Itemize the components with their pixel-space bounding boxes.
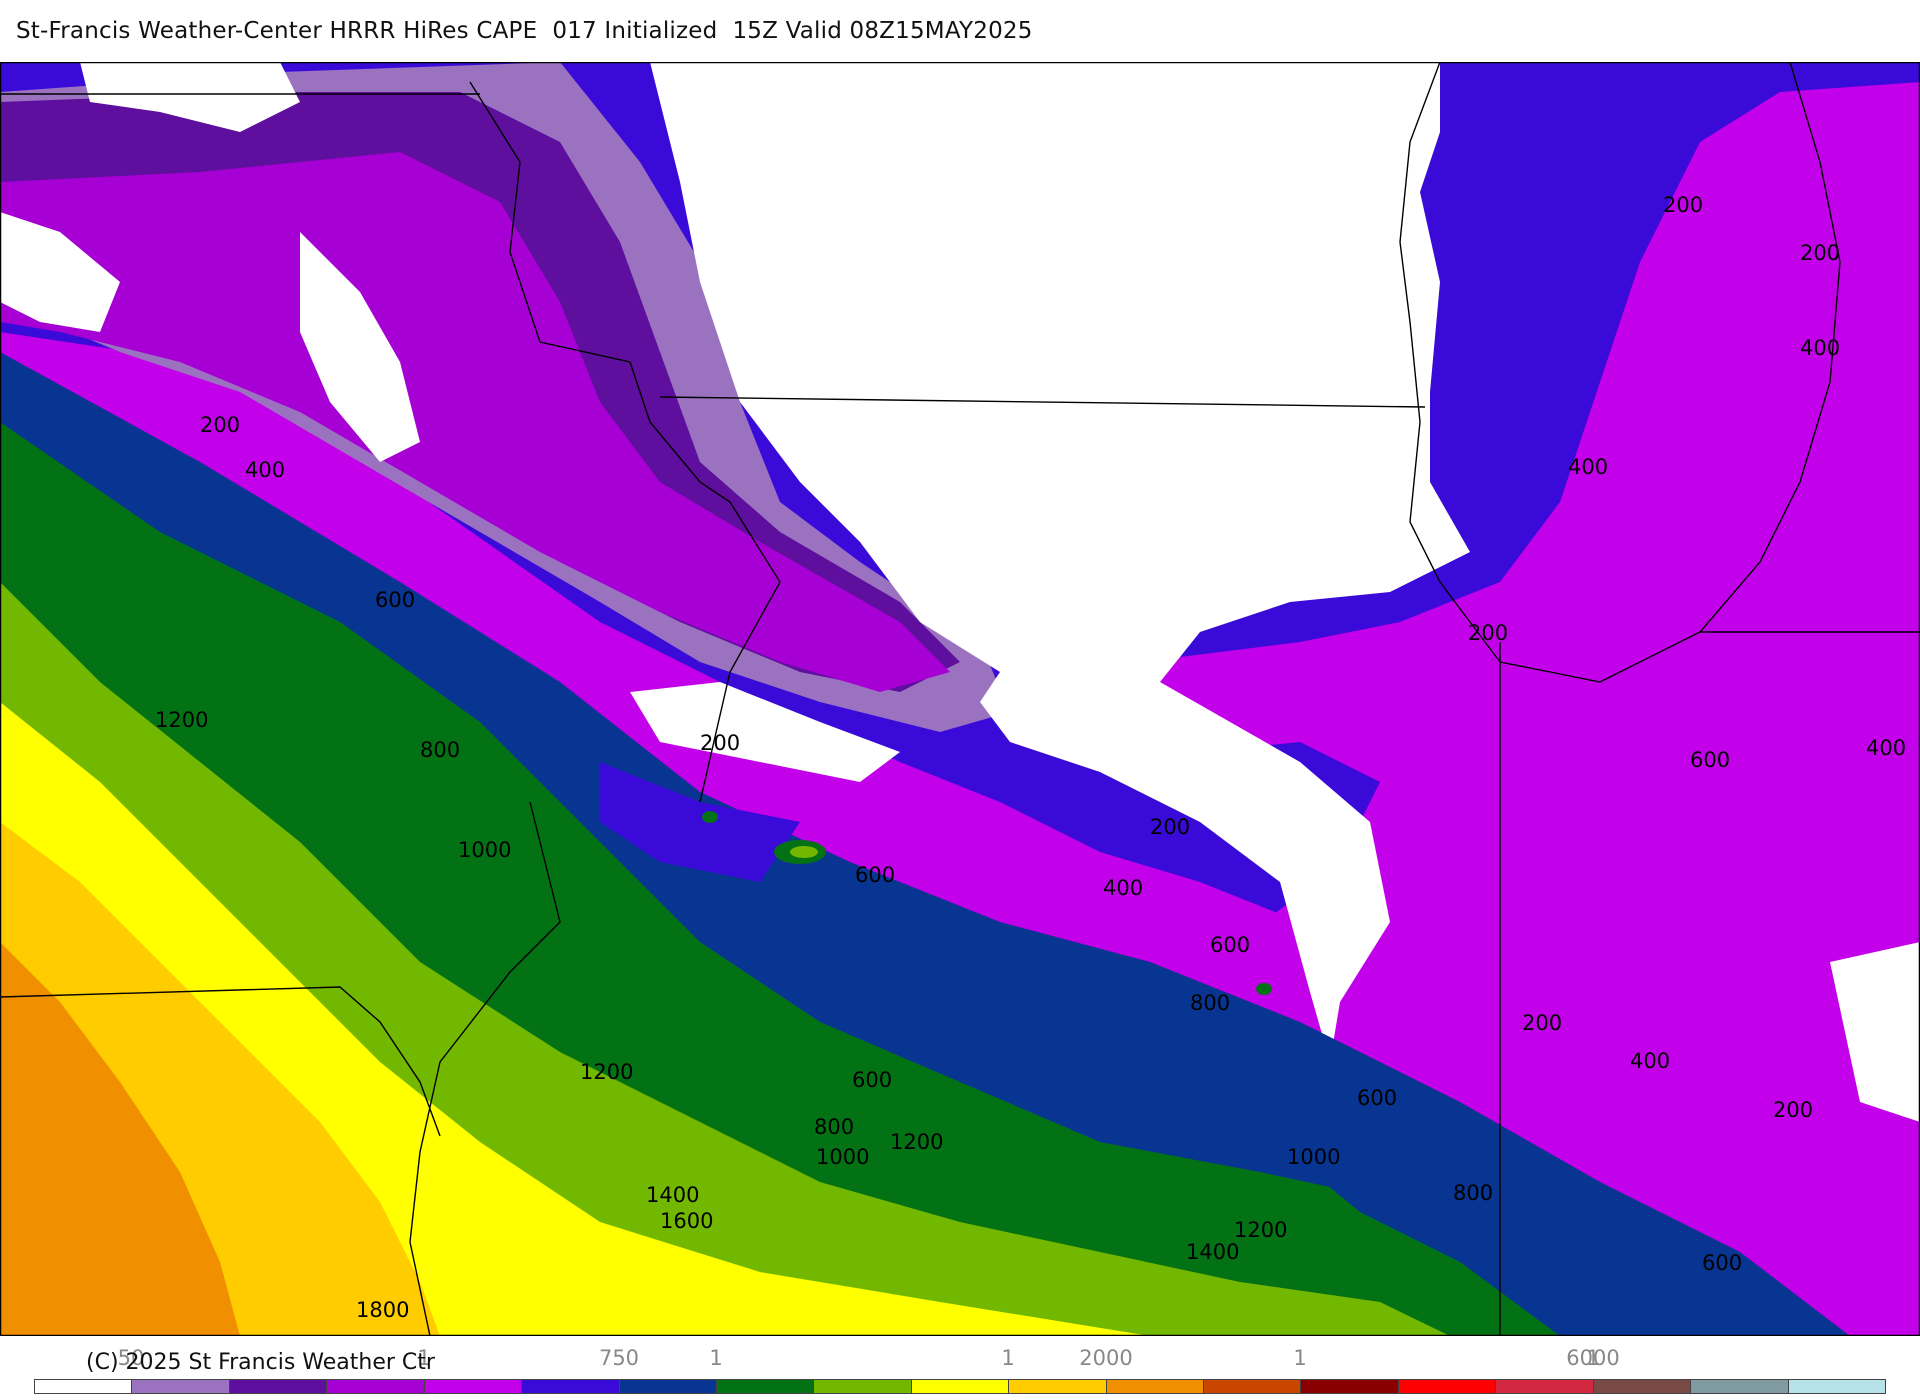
colorbar-swatch bbox=[1204, 1380, 1302, 1393]
contour-label: 1400 bbox=[646, 1183, 699, 1207]
contour-label: 1800 bbox=[356, 1298, 409, 1322]
cape-band-200-north bbox=[0, 152, 950, 692]
colorbar-swatch bbox=[716, 1380, 815, 1393]
cape-colorbar bbox=[34, 1379, 1886, 1394]
contour-label: 400 bbox=[245, 458, 285, 482]
contour-label: 800 bbox=[420, 738, 460, 762]
colorbar-swatch bbox=[1788, 1380, 1886, 1393]
colorbar-swatch bbox=[1691, 1380, 1789, 1393]
cape-band-2000 bbox=[0, 942, 240, 1336]
contour-label: 1400 bbox=[1186, 1240, 1239, 1264]
cape-band-800-east bbox=[1250, 1122, 1760, 1336]
cape-map: 200 400 600 800 1200 1000 200 600 400 20… bbox=[0, 62, 1920, 1336]
no-cape-area-central-north bbox=[300, 232, 420, 462]
contour-label: 200 bbox=[200, 413, 240, 437]
colorbar-swatch bbox=[1301, 1380, 1399, 1393]
contour-label: 200 bbox=[1468, 621, 1508, 645]
contour-label: 600 bbox=[1690, 748, 1730, 772]
colorbar-swatch bbox=[1398, 1380, 1497, 1393]
contour-label: 200 bbox=[1150, 815, 1190, 839]
colorbar-tick-label: 6000 bbox=[1566, 1346, 1620, 1370]
map-title: St-Francis Weather-Center HRRR HiRes CAP… bbox=[16, 18, 1033, 44]
contour-label: 1200 bbox=[580, 1060, 633, 1084]
no-cape-area-east bbox=[1830, 942, 1920, 1122]
contour-label: 400 bbox=[1103, 876, 1143, 900]
contour-label: 200 bbox=[700, 731, 740, 755]
colorbar-swatch bbox=[1496, 1380, 1594, 1393]
contour-labels: 200 400 600 800 1200 1000 200 600 400 20… bbox=[155, 193, 1906, 1322]
no-cape-area-northwest-top bbox=[80, 62, 300, 132]
colorbar-swatch bbox=[619, 1380, 717, 1393]
contour-label: 600 bbox=[1210, 933, 1250, 957]
contour-label: 1200 bbox=[155, 708, 208, 732]
colorbar-tick-label: 2000 bbox=[1079, 1346, 1133, 1370]
no-cape-area-central bbox=[650, 62, 1470, 1062]
colorbar-swatch bbox=[522, 1380, 620, 1393]
contour-label: 600 bbox=[852, 1068, 892, 1092]
state-boundaries bbox=[0, 62, 1920, 1336]
no-cape-area-nw bbox=[0, 212, 120, 332]
contour-label: 1200 bbox=[1234, 1218, 1287, 1242]
contour-label: 1000 bbox=[1287, 1145, 1340, 1169]
copyright-notice: (C) 2025 St Francis Weather Ctr bbox=[86, 1350, 435, 1375]
contour-label: 200 bbox=[1773, 1098, 1813, 1122]
contour-label: 600 bbox=[375, 588, 415, 612]
colorbar-swatch bbox=[911, 1380, 1010, 1393]
contour-label: 400 bbox=[1630, 1049, 1670, 1073]
contour-label: 400 bbox=[1866, 736, 1906, 760]
cape-band-800-inner bbox=[600, 762, 800, 882]
colorbar-swatch bbox=[132, 1380, 230, 1393]
cape-cell bbox=[702, 811, 718, 823]
contour-label: 400 bbox=[1800, 336, 1840, 360]
contour-label: 200 bbox=[1663, 193, 1703, 217]
colorbar-tick-label: 1 bbox=[1586, 1346, 1600, 1370]
colorbar-swatch bbox=[229, 1380, 328, 1393]
contour-label: 1200 bbox=[890, 1130, 943, 1154]
cape-cell bbox=[1256, 983, 1272, 995]
colorbar-swatch bbox=[1106, 1380, 1205, 1393]
contour-label: 200 bbox=[1522, 1011, 1562, 1035]
contour-label: 800 bbox=[1190, 991, 1230, 1015]
colorbar-tick-label: 1 bbox=[709, 1346, 723, 1370]
colorbar-tick-label: 50 bbox=[117, 1346, 145, 1370]
no-cape-lake-strip bbox=[630, 682, 900, 782]
contour-label: 400 bbox=[1568, 455, 1608, 479]
colorbar-swatch bbox=[1593, 1380, 1692, 1393]
colorbar-swatch bbox=[35, 1380, 133, 1393]
contour-label: 600 bbox=[1702, 1251, 1742, 1275]
contour-label: 600 bbox=[855, 863, 895, 887]
colorbar-tick-label: 750 bbox=[598, 1346, 640, 1370]
contour-label: 1000 bbox=[816, 1145, 869, 1169]
colorbar-swatch bbox=[1009, 1380, 1107, 1393]
contour-label: 1600 bbox=[660, 1209, 713, 1233]
colorbar-swatch bbox=[424, 1380, 523, 1393]
contour-label: 800 bbox=[814, 1115, 854, 1139]
colorbar-tick-label: 1 bbox=[1293, 1346, 1307, 1370]
cape-cell bbox=[790, 846, 818, 858]
contour-label: 1000 bbox=[458, 838, 511, 862]
colorbar-swatch bbox=[327, 1380, 425, 1393]
colorbar-tick-label: 1 bbox=[1001, 1346, 1015, 1370]
contour-label: 200 bbox=[1800, 241, 1840, 265]
contour-label: 800 bbox=[1453, 1181, 1493, 1205]
contour-label: 600 bbox=[1357, 1086, 1397, 1110]
colorbar-tick-label: 1 bbox=[417, 1346, 431, 1370]
colorbar-swatch bbox=[814, 1380, 912, 1393]
